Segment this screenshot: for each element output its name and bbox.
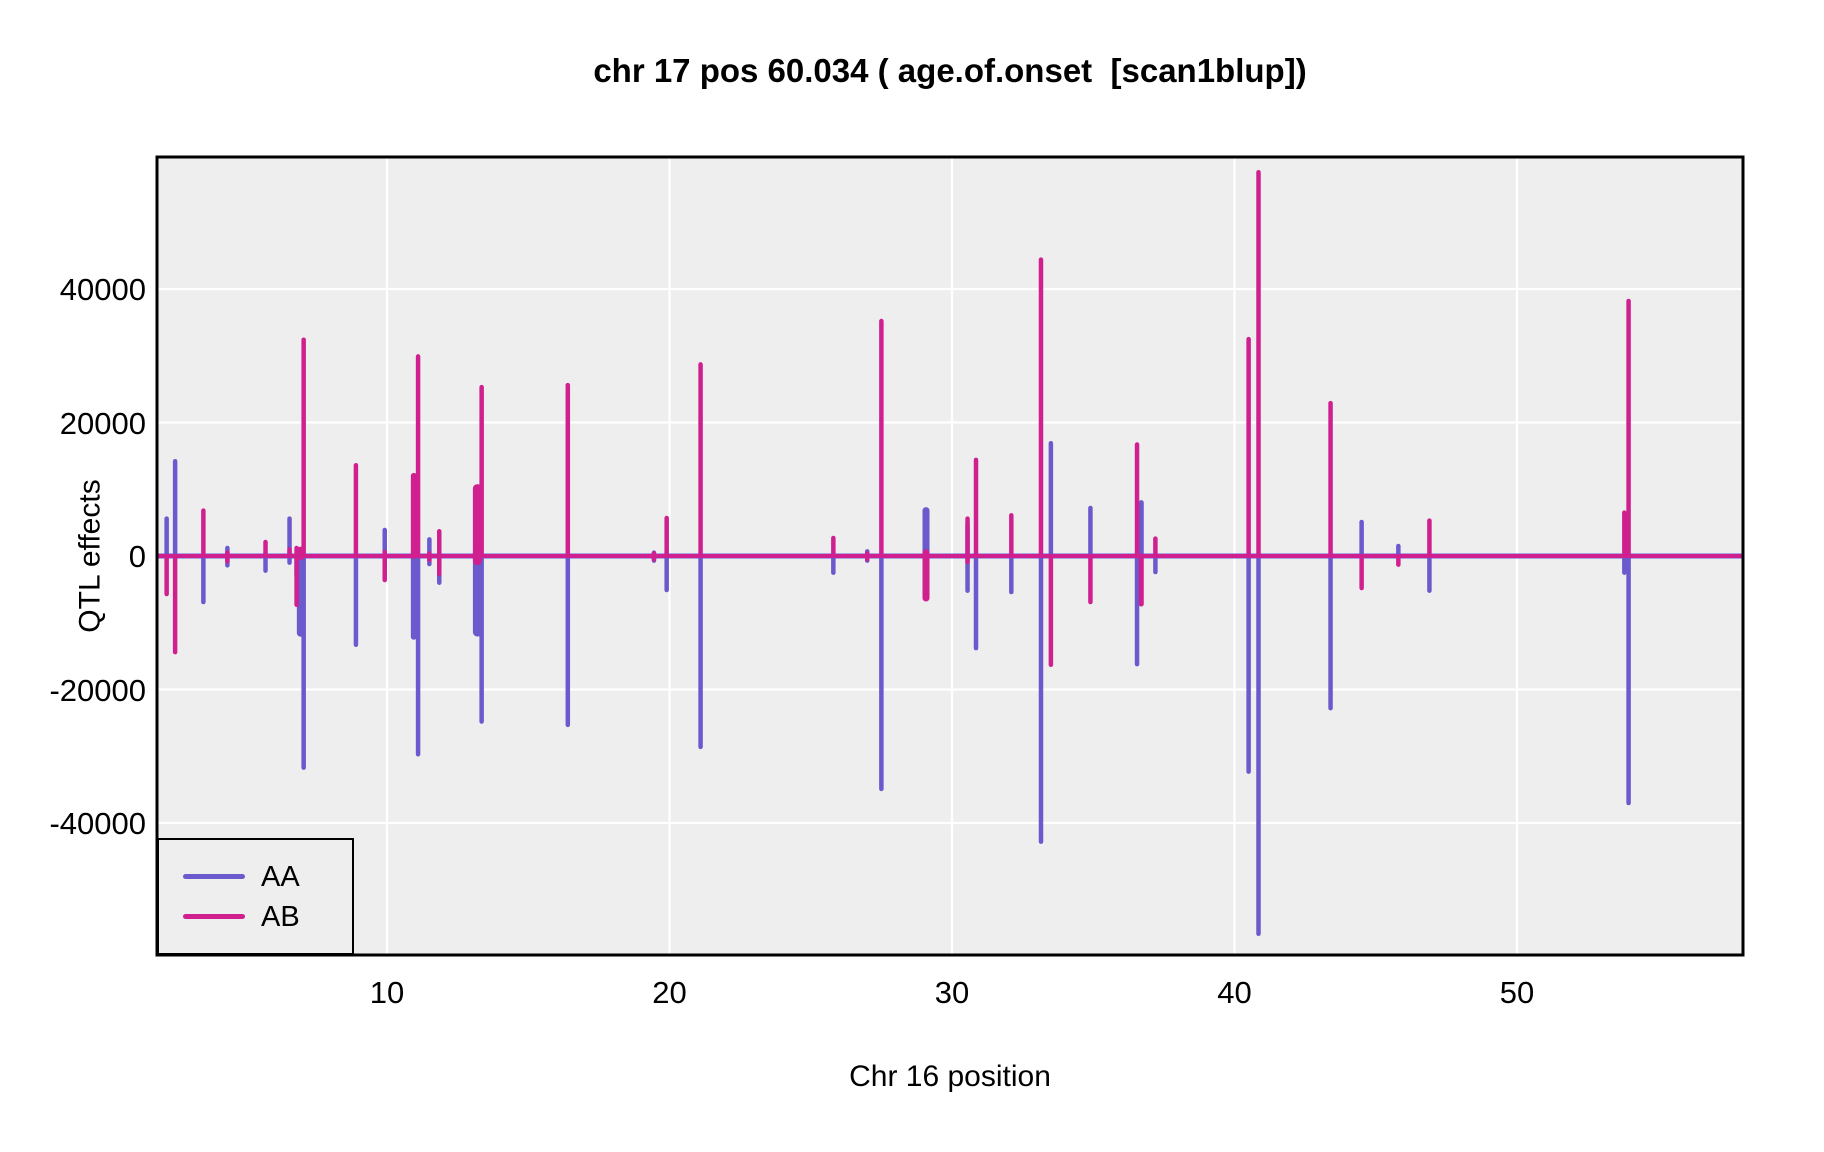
chart-title: chr 17 pos 60.034 ( age.of.onset [scan1b… — [593, 52, 1307, 89]
legend: AA AB — [157, 838, 354, 955]
y-tick-label: 40000 — [59, 272, 146, 307]
y-tick-label: -40000 — [49, 806, 146, 841]
x-tick-label: 30 — [934, 975, 970, 1010]
x-tick-label: 40 — [1217, 975, 1252, 1010]
legend-label-aa: AA — [261, 860, 300, 893]
x-tick-label: 20 — [652, 975, 687, 1010]
ab-line-swatch — [183, 914, 245, 919]
y-tick-label: -20000 — [49, 672, 146, 708]
legend-label-ab: AB — [261, 900, 300, 933]
x-axis-title: Chr 16 position — [849, 1060, 1051, 1093]
x-tick-label: 10 — [369, 975, 405, 1010]
y-tick-label: 0 — [128, 539, 146, 574]
aa-line-swatch — [183, 874, 245, 879]
x-tick-label: 50 — [1499, 975, 1535, 1010]
y-tick-label: 20000 — [59, 405, 146, 441]
legend-item-ab: AB — [183, 902, 352, 932]
panel-border — [155, 155, 1745, 957]
legend-item-aa: AA — [183, 862, 352, 892]
